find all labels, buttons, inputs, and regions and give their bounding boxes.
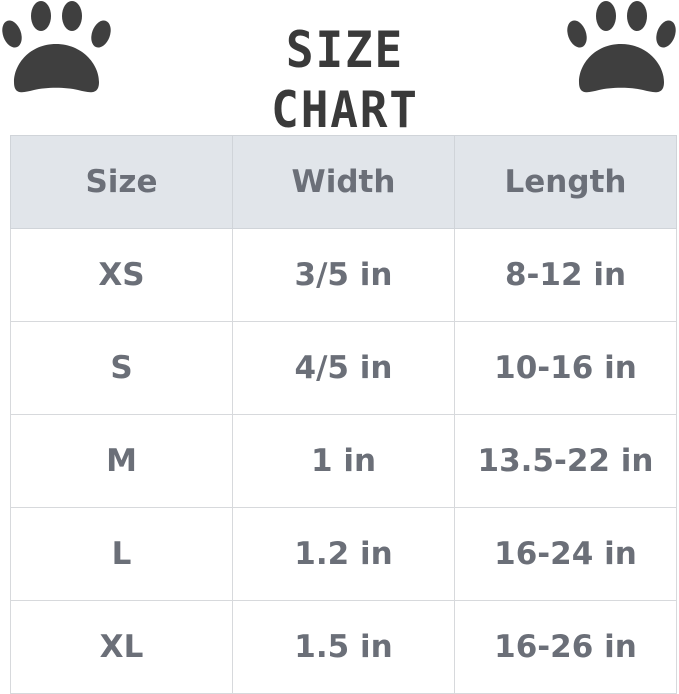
- table-row: M 1 in 13.5-22 in: [10, 414, 677, 508]
- cell-length: 10-16 in: [454, 321, 677, 415]
- table-header-row: Size Width Length: [10, 135, 677, 229]
- header-width: Width: [232, 135, 455, 229]
- table-row: S 4/5 in 10-16 in: [10, 321, 677, 415]
- cell-length: 16-26 in: [454, 600, 677, 694]
- cell-width: 1.2 in: [232, 507, 455, 601]
- header-length: Length: [454, 135, 677, 229]
- cell-width: 1.5 in: [232, 600, 455, 694]
- header-size: Size: [10, 135, 233, 229]
- cell-length: 8-12 in: [454, 228, 677, 322]
- table-row: L 1.2 in 16-24 in: [10, 507, 677, 601]
- cell-size: S: [10, 321, 233, 415]
- cell-size: L: [10, 507, 233, 601]
- paw-print-icon: [2, 1, 111, 93]
- cell-width: 1 in: [232, 414, 455, 508]
- table-row: XL 1.5 in 16-26 in: [10, 600, 677, 694]
- table-row: XS 3/5 in 8-12 in: [10, 228, 677, 322]
- cell-size: M: [10, 414, 233, 508]
- cell-size: XL: [10, 600, 233, 694]
- size-table: Size Width Length XS 3/5 in 8-12 in S 4/…: [10, 135, 677, 694]
- page-title: SIZE CHART: [271, 21, 419, 139]
- cell-length: 16-24 in: [454, 507, 677, 601]
- cell-width: 4/5 in: [232, 321, 455, 415]
- cell-width: 3/5 in: [232, 228, 455, 322]
- cell-length: 13.5-22 in: [454, 414, 677, 508]
- cell-size: XS: [10, 228, 233, 322]
- paw-print-icon: [567, 1, 676, 93]
